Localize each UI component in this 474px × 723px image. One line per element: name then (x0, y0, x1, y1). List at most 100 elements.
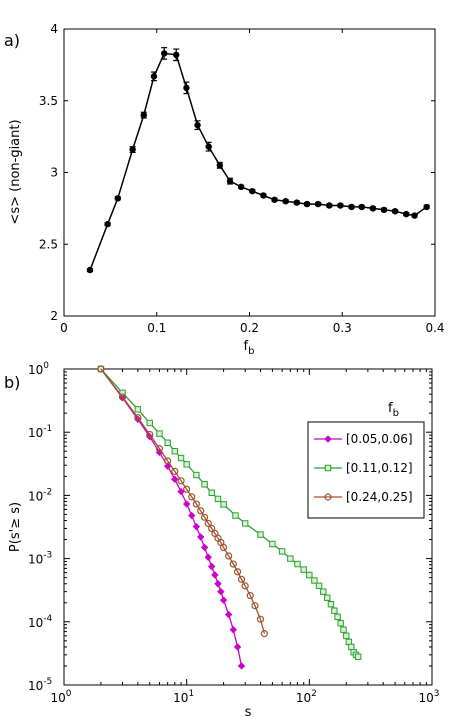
panel-a-ytick-label: 2.5 (39, 237, 58, 251)
legend-entries: [0.05,0.06] [0.11,0.12] [0.24,0.25] (314, 432, 413, 504)
panel-a-point (226, 177, 234, 185)
panel-b-point (156, 430, 163, 437)
panel-b-series-line (100, 368, 266, 634)
panel-b-point (177, 487, 185, 496)
panel-b-point (269, 540, 276, 548)
panel-b-point (97, 365, 105, 373)
panel-b-point (340, 626, 347, 633)
panel-b-xtick-label: 103 (418, 689, 439, 705)
panel-b-point (331, 607, 338, 614)
panel-b-point (134, 414, 142, 422)
legend-title-sub: b (393, 408, 399, 419)
panel-b-point (197, 507, 205, 515)
panel-b-point (300, 566, 307, 573)
panel-b-point (208, 524, 216, 533)
panel-a-point (380, 206, 388, 214)
panel-b-point (311, 577, 318, 584)
panel-a-label: a) (4, 31, 20, 50)
panel-b-point (324, 594, 331, 601)
panel-b-point (237, 575, 246, 583)
panel-b-point (163, 462, 172, 470)
panel-b-point (232, 512, 239, 519)
panel-b-point (354, 653, 362, 660)
panel-b-point (200, 543, 209, 552)
panel-b-point (320, 588, 327, 595)
panel-b-point (220, 501, 227, 508)
panel-b-point (183, 485, 191, 493)
panel-b-label: b) (4, 373, 20, 392)
panel-b-point (348, 643, 355, 651)
panel-b-series-2 (97, 365, 268, 638)
panel-a: a) 0 0.1 0.2 0.3 0.4 2 2.5 3 3.5 4 fb <s> (non-gi… (4, 22, 445, 357)
legend-swatch-marker (324, 493, 332, 501)
panel-a-point (314, 200, 322, 208)
panel-a-point (205, 143, 212, 150)
panel-b-point (343, 632, 350, 640)
panel-b-point (208, 489, 215, 496)
panel-b-point (188, 511, 196, 520)
panel-a-point (237, 183, 245, 191)
panel-b-point (134, 406, 142, 413)
legend-swatch-marker (324, 435, 332, 443)
panel-b-point (192, 522, 201, 531)
panel-b-point (241, 520, 249, 527)
panel-b-point (200, 513, 209, 521)
panel-b-point (188, 493, 196, 501)
panel-b-point (171, 475, 179, 483)
panel-a-point (173, 51, 180, 59)
panel-b-point (155, 445, 164, 453)
panel-b-point (287, 555, 294, 562)
panel-b-point (192, 500, 200, 508)
panel-b-point (278, 548, 286, 555)
panel-a-xtick-label: 0.3 (333, 321, 352, 335)
panel-b-point (229, 560, 237, 568)
panel-b-ytick-label: 10-3 (28, 551, 52, 567)
panel-a-xtick-label: 0.1 (147, 321, 166, 335)
legend-title: fb (388, 401, 399, 419)
panel-b-point (214, 580, 222, 588)
panel-b-point (177, 454, 185, 462)
panel-b-point (211, 571, 219, 579)
panel-b-xtick-label: 100 (50, 689, 71, 705)
panel-b-point (217, 587, 225, 596)
panel-a-point (282, 198, 289, 205)
panel-a-point (391, 208, 399, 215)
legend-entry: [0.24,0.25] (314, 490, 413, 504)
panel-b-point (260, 630, 268, 638)
panel-a-point (348, 203, 355, 211)
panel-b-ytick-label: 100 (28, 361, 49, 377)
panel-b-point (219, 543, 228, 552)
panel-a-point (160, 50, 168, 57)
panel-a-ylabel: <s> (non-giant) (8, 119, 23, 224)
panel-a-point (249, 187, 256, 195)
panel-b-point (225, 552, 233, 560)
panel-a-point (216, 162, 224, 169)
panel-b-point (219, 596, 228, 604)
panel-b-series-line (100, 368, 243, 667)
panel-b-point (146, 419, 153, 427)
legend-swatch-marker (324, 464, 332, 472)
panel-a-xtick-label: 0 (60, 321, 68, 335)
panel-a-xlabel: fb (244, 339, 255, 357)
panel-b-point (201, 481, 208, 488)
panel-a-point (423, 203, 430, 211)
panel-b-point (306, 571, 313, 579)
panel-a-point (114, 195, 121, 202)
panel-b-point (146, 432, 154, 441)
panel-b-data (97, 365, 362, 670)
panel-a-xlabel-sub: b (248, 346, 254, 357)
panel-a-ytick-label: 3.5 (39, 94, 58, 108)
panel-b-ticks: 100 101 102 103 10-5 10-4 10-3 10-2 10-1 100 (28, 361, 440, 705)
panel-b-point (164, 457, 172, 465)
panel-b-point (207, 562, 216, 571)
panel-b-ytick-label: 10-4 (28, 614, 53, 630)
panel-b-point (251, 602, 259, 610)
panel-a-plot-frame (63, 28, 436, 317)
panel-b: b) 100 101 102 103 10-5 10-4 10-3 10-2 10-1 100 s… (4, 361, 440, 720)
panel-b-point (337, 620, 344, 627)
panel-a-point (293, 199, 301, 206)
panel-a-point (337, 202, 344, 209)
panel-b-point (171, 448, 178, 455)
panel-b-point (315, 582, 323, 590)
